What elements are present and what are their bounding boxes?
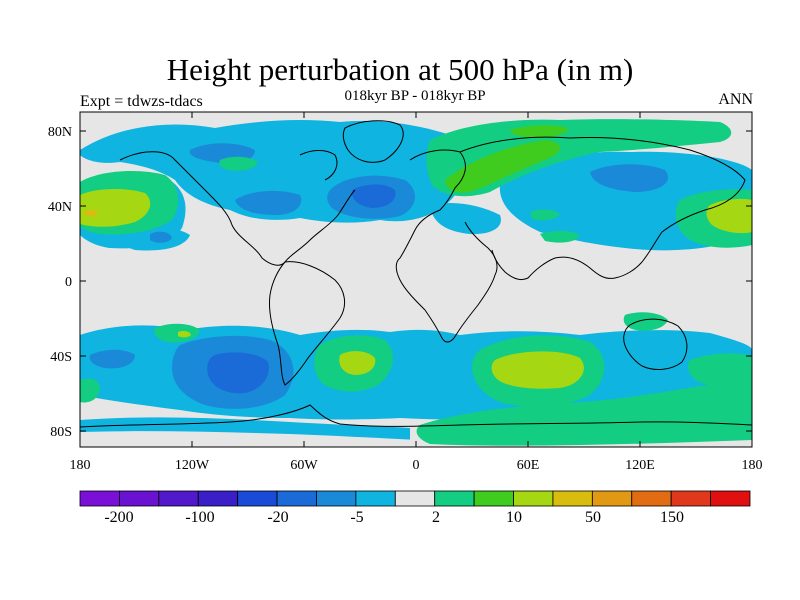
- contour-siberia-core: [590, 164, 669, 192]
- colorbar-label-minus200: -200: [104, 509, 133, 526]
- contour-china-green: [540, 230, 580, 243]
- colorbar-swatch: [670, 490, 711, 507]
- contour-europe-green: [530, 209, 560, 221]
- colorbar-label-10: 10: [506, 509, 522, 526]
- lon-label-180w: 180: [70, 458, 91, 473]
- contour-east-asia-blue: [430, 203, 501, 235]
- contour-south-west-pacific-core: [89, 349, 135, 369]
- lon-label-0: 0: [413, 458, 420, 473]
- colorbar-swatch: [552, 490, 593, 507]
- colorbar-swatch: [631, 490, 672, 507]
- colorbar-swatch: [158, 490, 199, 507]
- contour-nw-pacific-yellow: [706, 198, 752, 234]
- contour-pacific-orange: [84, 209, 98, 217]
- contour-south-pacific-yellow-dot: [178, 331, 191, 338]
- colorbar-label-2: 2: [432, 509, 440, 526]
- colorbar-swatch: [316, 490, 357, 507]
- axis-ticks: [79, 112, 753, 447]
- coastline-australia: [623, 318, 688, 370]
- colorbar-swatch: [119, 490, 160, 507]
- contour-south-pacific-green: [154, 323, 200, 343]
- lat-label-40n: 40N: [48, 200, 72, 215]
- contour-south-east-pacific-green: [687, 353, 752, 388]
- colorbar-swatch: [710, 490, 751, 507]
- colorbar-label-150: 150: [660, 509, 684, 526]
- coastline-south-america: [269, 261, 346, 386]
- plot-subtitle: 018kyr BP - 018kyr BP: [344, 88, 486, 104]
- colorbar-swatch: [276, 490, 317, 507]
- lat-label-0: 0: [65, 275, 72, 290]
- coastline-north-america: [119, 150, 356, 266]
- colorbar-swatch: [79, 490, 120, 507]
- coastline-greenland: [342, 120, 404, 163]
- contour-pacific-core: [150, 231, 172, 243]
- contour-alaska-green: [219, 156, 258, 171]
- colorbar-swatch: [591, 490, 633, 507]
- lon-label-60w: 60W: [290, 458, 318, 473]
- plot-title: Height perturbation at 500 hPa (in m): [166, 52, 634, 87]
- coastline-antarctica: [80, 404, 752, 428]
- lon-label-60e: 60E: [517, 458, 540, 473]
- colorbar-label-50: 50: [585, 509, 601, 526]
- colorbar-swatch: [197, 490, 239, 507]
- colorbar-label-minus100: -100: [185, 509, 214, 526]
- contour-south-atlantic-yellow: [339, 351, 376, 375]
- colorbar-swatch: [434, 490, 475, 507]
- lat-label-80n: 80N: [48, 125, 72, 140]
- colorbar-swatch: [237, 490, 278, 507]
- colorbar-swatch: [394, 490, 436, 507]
- height-contours: [80, 119, 752, 447]
- colorbar-swatch: [473, 490, 514, 507]
- contour-south-pacific-core2: [207, 352, 269, 394]
- contour-southern-ocean-green: [416, 378, 752, 446]
- contour-west-atlantic-core: [235, 190, 302, 215]
- season-label: ANN: [718, 91, 753, 108]
- lon-label-180e: 180: [742, 458, 763, 473]
- contour-southern-ocean-green2: [80, 378, 100, 403]
- coastline-europe-africa: [395, 149, 498, 343]
- colorbar-label-minus20: -20: [267, 509, 288, 526]
- colorbar-swatch: [355, 490, 396, 507]
- colorbar-label-minus5: -5: [350, 509, 363, 526]
- contour-indian-yellow: [491, 351, 584, 389]
- experiment-label: Expt = tdwzs-tdacs: [80, 93, 203, 110]
- lat-label-80s: 80S: [50, 425, 72, 440]
- contour-antarctic-grey: [80, 431, 420, 447]
- lon-label-120w: 120W: [175, 458, 210, 473]
- contour-australia-green: [623, 312, 668, 331]
- contour-pacific-yellow: [80, 189, 151, 227]
- contour-north-atlantic-core2: [351, 184, 396, 208]
- lat-label-40s: 40S: [50, 350, 72, 365]
- contour-arctic-green-core2: [510, 125, 568, 138]
- coastline-asia: [459, 136, 746, 281]
- colorbar-swatch: [513, 490, 554, 507]
- lon-label-120e: 120E: [625, 458, 655, 473]
- colorbar: [79, 490, 751, 507]
- coastlines: [80, 120, 752, 428]
- contour-arctic-green-core: [445, 140, 560, 193]
